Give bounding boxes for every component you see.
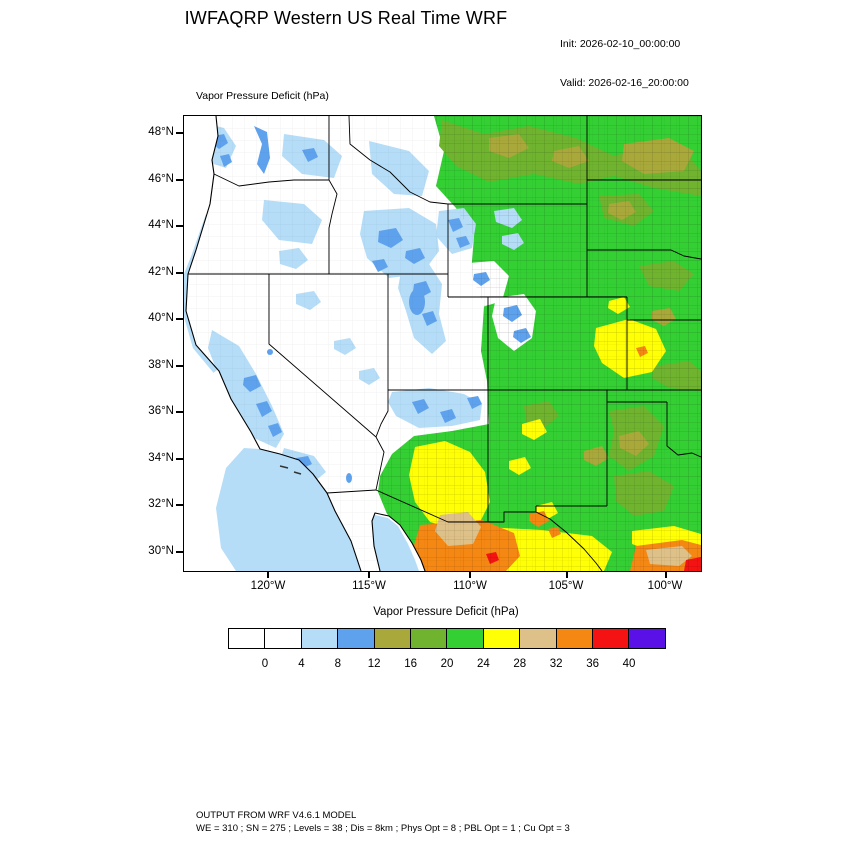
lat-tick-mark [176, 225, 183, 227]
colorbar-tick: 40 [622, 658, 636, 670]
valid-time: Valid: 2026-02-16_20:00:00 [560, 77, 689, 89]
colorbar-cell [483, 629, 521, 648]
lat-tick-label: 38°N [148, 359, 174, 371]
lat-tick-mark [176, 411, 183, 413]
lat-tick-label: 32°N [148, 498, 174, 510]
colorbar-tick: 4 [298, 658, 305, 670]
map-frame [183, 115, 702, 572]
lat-tick-mark [176, 458, 183, 460]
colorbar-tick: 20 [440, 658, 454, 670]
colorbar-tick: 32 [549, 658, 563, 670]
colorbar-cell [265, 629, 302, 648]
colorbar-tick: 24 [476, 658, 490, 670]
coastline [185, 116, 426, 571]
lat-tick-mark [176, 132, 183, 134]
channel-islands [279, 465, 302, 475]
colorbar-title: Vapor Pressure Deficit (hPa) [373, 606, 519, 618]
lon-tick-label: 110°W [453, 580, 487, 592]
colorbar-cell [592, 629, 630, 648]
lat-tick-mark [176, 272, 183, 274]
plot-title: IWFAQRP Western US Real Time WRF [184, 8, 508, 28]
lon-tick-mark [665, 571, 667, 578]
ocean-shading [216, 448, 419, 571]
init-time: Init: 2026-02-10_00:00:00 [560, 38, 681, 50]
lon-tick-mark [469, 571, 471, 578]
lon-tick-label: 115°W [352, 580, 386, 592]
colorbar-cell [410, 629, 448, 648]
colorbar-cell [374, 629, 411, 648]
footer-model-line: OUTPUT FROM WRF V4.6.1 MODEL [196, 810, 357, 821]
lat-tick-label: 48°N [148, 126, 174, 138]
colorbar-cell [520, 629, 557, 648]
lon-tick-mark [566, 571, 568, 578]
lat-tick-mark [176, 551, 183, 553]
colorbar [228, 628, 666, 649]
field-label: Vapor Pressure Deficit (hPa) [196, 90, 329, 102]
colorbar-cell [338, 629, 375, 648]
colorbar-cell [629, 629, 665, 648]
footer-config-line: WE = 310 ; SN = 275 ; Levels = 38 ; Dis … [196, 823, 570, 834]
lon-tick-mark [267, 571, 269, 578]
colorbar-tick: 8 [334, 658, 341, 670]
lon-tick-label: 105°W [548, 580, 584, 592]
lat-tick-label: 34°N [148, 452, 174, 464]
state-borders [188, 116, 701, 571]
colorbar-tick: 16 [404, 658, 417, 670]
wrf-map-canvas [184, 116, 701, 571]
lon-tick-label: 100°W [647, 580, 683, 592]
colorbar-cell [447, 629, 484, 648]
lon-tick-mark [368, 571, 370, 578]
lon-tick-label: 120°W [250, 580, 286, 592]
colorbar-tick: 36 [586, 658, 599, 670]
colorbar-cell [229, 629, 266, 648]
lat-tick-label: 44°N [148, 219, 174, 231]
lat-tick-label: 46°N [148, 173, 174, 185]
colorbar-tick: 12 [367, 658, 381, 670]
lat-tick-label: 36°N [148, 405, 174, 417]
lat-tick-label: 42°N [148, 266, 174, 278]
colorbar-cell [556, 629, 593, 648]
run-times: Init: 2026-02-10_00:00:00 Valid: 2026-02… [560, 12, 689, 103]
colorbar-cell [301, 629, 339, 648]
lat-tick-mark [176, 365, 183, 367]
lat-tick-label: 30°N [148, 545, 174, 557]
lat-tick-mark [176, 504, 183, 506]
lat-tick-label: 40°N [148, 312, 174, 324]
lat-tick-mark [176, 318, 183, 320]
colorbar-tick: 0 [261, 658, 269, 670]
colorbar-tick: 28 [513, 658, 527, 670]
lat-tick-mark [176, 179, 183, 181]
